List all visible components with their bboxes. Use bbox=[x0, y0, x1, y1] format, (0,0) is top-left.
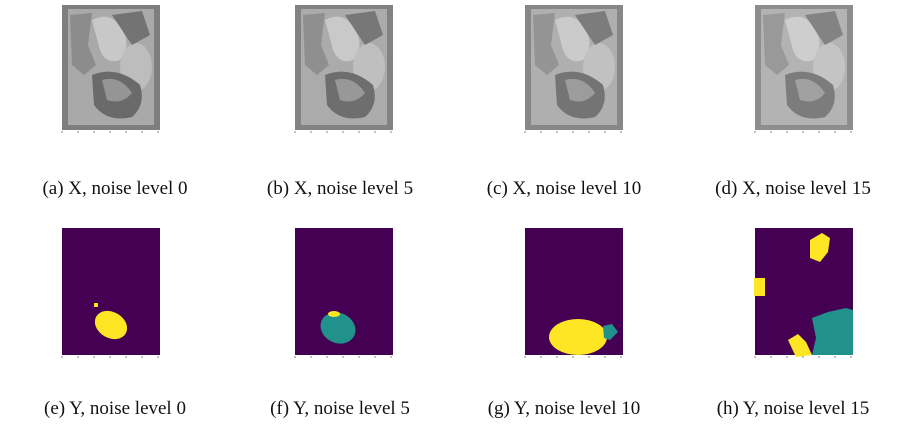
caption: (c) X, noise level 10 bbox=[487, 178, 642, 199]
caption: (f) Y, noise level 5 bbox=[270, 398, 410, 419]
caption: (a) X, noise level 0 bbox=[42, 178, 187, 199]
figure: (a) X, noise level 0 (b) X, noise level … bbox=[0, 0, 909, 424]
caption: (d) X, noise level 15 bbox=[715, 178, 871, 199]
caption: (h) Y, noise level 15 bbox=[717, 398, 870, 419]
input-images bbox=[62, 5, 853, 133]
caption: (b) X, noise level 5 bbox=[267, 178, 413, 199]
label-images bbox=[62, 228, 853, 358]
caption: (g) Y, noise level 10 bbox=[488, 398, 641, 419]
caption: (e) Y, noise level 0 bbox=[44, 398, 186, 419]
